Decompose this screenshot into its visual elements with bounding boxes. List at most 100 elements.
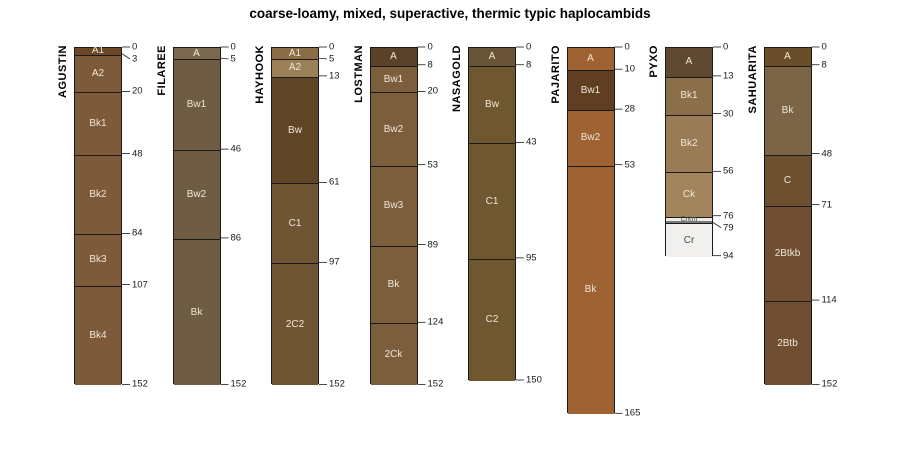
depth-tick-label: 0 xyxy=(526,41,532,53)
horizon-label: A1 xyxy=(91,45,105,57)
profile-name-label: FILAREE xyxy=(155,45,168,96)
horizon-segment: Bw1 xyxy=(567,70,614,111)
horizon-segment: A xyxy=(764,48,811,66)
horizon-segment: Bk1 xyxy=(666,76,712,115)
depth-tick-label: 0 xyxy=(329,41,335,53)
horizon-segment: Bw2 xyxy=(567,110,614,166)
horizon-segment: A2 xyxy=(75,54,121,93)
profile-name-label: NASAGOLD xyxy=(451,45,463,112)
soil-column: A Bk1 Bk2 Ck Crkm Cr xyxy=(665,47,713,257)
horizon-segment: A xyxy=(370,48,417,66)
horizon-segment: Bw1 xyxy=(370,65,417,93)
horizon-segment: A xyxy=(666,48,712,77)
depth-tick-label: 3 xyxy=(132,53,138,65)
horizon-segment: Bk2 xyxy=(75,154,121,235)
horizon-label: 2Ck xyxy=(384,348,403,360)
depth-tick-label: 89 xyxy=(427,238,439,250)
horizon-label: A xyxy=(488,50,496,62)
depth-tick-label: 152 xyxy=(132,378,148,390)
depth-tick-label: 20 xyxy=(427,85,439,97)
depth-tick-label: 152 xyxy=(821,378,838,390)
horizon-segment: Bw xyxy=(469,65,515,144)
horizon-label: Bk2 xyxy=(89,189,107,200)
horizon-label: Bk4 xyxy=(89,329,107,341)
horizon-segment: A1 xyxy=(75,45,121,57)
horizon-label: Bw1 xyxy=(383,73,404,85)
horizon-label: Bk xyxy=(584,284,597,296)
depth-tick-label: 71 xyxy=(821,198,833,210)
depth-tick-label: 0 xyxy=(624,41,630,53)
profile-name-label: SAHUARITA xyxy=(746,45,759,114)
horizon-segment: Cr xyxy=(666,223,712,257)
depth-tick-label: 8 xyxy=(526,59,532,70)
soil-column: A Bw1 Bw2 Bw3 Bk 2Ck xyxy=(369,47,418,386)
depth-tick-label: 0 xyxy=(427,41,433,53)
depth-tick-label: 48 xyxy=(132,147,143,159)
depth-tick-label: 10 xyxy=(624,63,636,75)
horizon-segment: A xyxy=(173,47,220,60)
horizon-segment: 2Btb xyxy=(764,301,811,386)
horizon-segment: C2 xyxy=(469,258,515,381)
horizon-segment: Bk xyxy=(370,245,417,324)
horizon-label: Cr xyxy=(683,234,695,246)
depth-tick-label: 86 xyxy=(230,232,242,244)
horizon-label: Bk2 xyxy=(680,137,698,149)
horizon-label: Bk xyxy=(387,278,400,290)
horizon-label: Bw2 xyxy=(186,189,207,200)
horizon-label: A xyxy=(685,56,693,68)
horizon-segment: A2 xyxy=(272,59,318,77)
depth-tick-label: 53 xyxy=(427,158,439,170)
depth-tick-label: 84 xyxy=(132,227,143,239)
profile-name-label: LOSTMAN xyxy=(352,45,365,103)
horizon-label: Bw3 xyxy=(383,200,404,212)
horizon-segment: Crkm xyxy=(666,216,712,224)
depth-tick-label: 53 xyxy=(624,158,636,170)
horizon-label: Bk3 xyxy=(89,254,107,266)
horizon-segment: Bk4 xyxy=(75,285,121,386)
depth-tick-label: 43 xyxy=(526,136,537,148)
horizon-label: Crkm xyxy=(680,216,698,224)
depth-tick-label: 56 xyxy=(723,165,734,177)
horizon-label: A xyxy=(587,53,594,65)
depth-tick-label: 61 xyxy=(329,176,340,188)
horizon-label: A xyxy=(193,47,200,59)
horizon-segment: Bk xyxy=(764,65,811,155)
horizon-label: Bk1 xyxy=(89,117,107,129)
horizon-label: A xyxy=(784,50,791,62)
depth-tick-label: 5 xyxy=(329,53,335,65)
horizon-label: Bw1 xyxy=(580,84,601,96)
horizon-segment: A1 xyxy=(272,48,318,60)
horizon-label: 2Btb xyxy=(777,337,798,349)
horizon-label: A2 xyxy=(288,62,302,74)
horizon-segment: Bw xyxy=(272,76,318,184)
horizon-label: A2 xyxy=(91,68,105,80)
depth-tick-label: 5 xyxy=(230,53,236,65)
depth-tick-label: 94 xyxy=(723,249,734,261)
horizon-label: Bw xyxy=(288,124,302,136)
horizon-segment: Bw1 xyxy=(173,59,220,151)
soil-column: A1 A2 Bk1 Bk2 Bk3 Bk4 xyxy=(74,45,122,386)
depth-tick-label: 150 xyxy=(526,374,542,386)
horizon-segment: Ck xyxy=(666,172,712,217)
profile-name-label: PYXO xyxy=(648,45,660,78)
depth-tick-label: 46 xyxy=(230,143,242,155)
horizon-label: 2C2 xyxy=(285,318,305,330)
horizon-segment: A xyxy=(567,48,614,71)
horizon-segment: Bw2 xyxy=(173,150,220,239)
horizon-segment: 2Btkb xyxy=(764,205,811,302)
depth-tick-label: 107 xyxy=(132,278,148,290)
horizon-label: C xyxy=(783,174,792,186)
depth-tick-label: 20 xyxy=(132,85,143,97)
soil-column: A Bw C1 C2 xyxy=(468,47,516,381)
depth-tick-label: 0 xyxy=(230,41,236,53)
depth-tick-label: 0 xyxy=(132,41,138,53)
horizon-label: A xyxy=(390,50,397,62)
chart-title: coarse-loamy, mixed, superactive, thermi… xyxy=(249,6,651,21)
depth-tick-label: 165 xyxy=(624,407,641,419)
depth-tick-label: 76 xyxy=(723,209,734,221)
soil-column: A1 A2 Bw C1 2C2 xyxy=(271,47,319,386)
horizon-label: Bk xyxy=(190,306,203,318)
depth-tick-label: 152 xyxy=(329,378,345,390)
soil-column: A Bw1 Bw2 Bk xyxy=(566,47,615,415)
horizon-segment: C1 xyxy=(272,183,318,264)
